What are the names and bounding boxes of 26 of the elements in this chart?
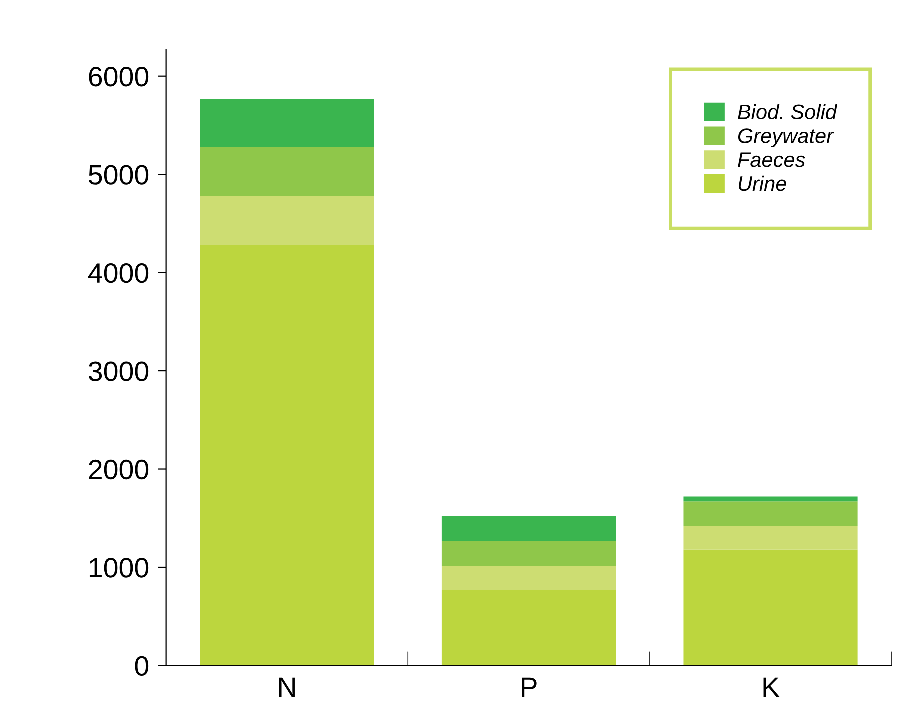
legend-label: Urine bbox=[738, 176, 786, 192]
y-tick-label: 2000 bbox=[89, 460, 149, 480]
bar bbox=[684, 550, 858, 666]
legend-label: Faeces bbox=[738, 152, 806, 168]
bar bbox=[684, 496, 858, 502]
y-tick-label: 4000 bbox=[88, 263, 149, 284]
bar bbox=[200, 147, 374, 196]
bar bbox=[442, 516, 616, 541]
y-tick-label: 0 bbox=[135, 656, 149, 676]
y-tick-label: 6000 bbox=[89, 67, 149, 87]
bar bbox=[200, 98, 374, 148]
bar bbox=[684, 526, 858, 550]
x-tick-label: N bbox=[279, 678, 295, 697]
bar bbox=[442, 566, 616, 590]
bar bbox=[442, 590, 616, 666]
bar bbox=[200, 196, 374, 246]
y-tick-label: 3000 bbox=[88, 362, 149, 382]
legend-label: Biod. Solid bbox=[738, 104, 838, 120]
bar bbox=[200, 245, 374, 666]
y-tick-label: 1000 bbox=[90, 558, 149, 578]
x-tick-label: K bbox=[764, 678, 780, 697]
bar bbox=[684, 502, 858, 526]
legend-label: Greywater bbox=[738, 128, 834, 148]
x-tick-label: P bbox=[522, 678, 537, 697]
y-tick-label: 5000 bbox=[88, 165, 149, 185]
bar bbox=[442, 540, 616, 567]
